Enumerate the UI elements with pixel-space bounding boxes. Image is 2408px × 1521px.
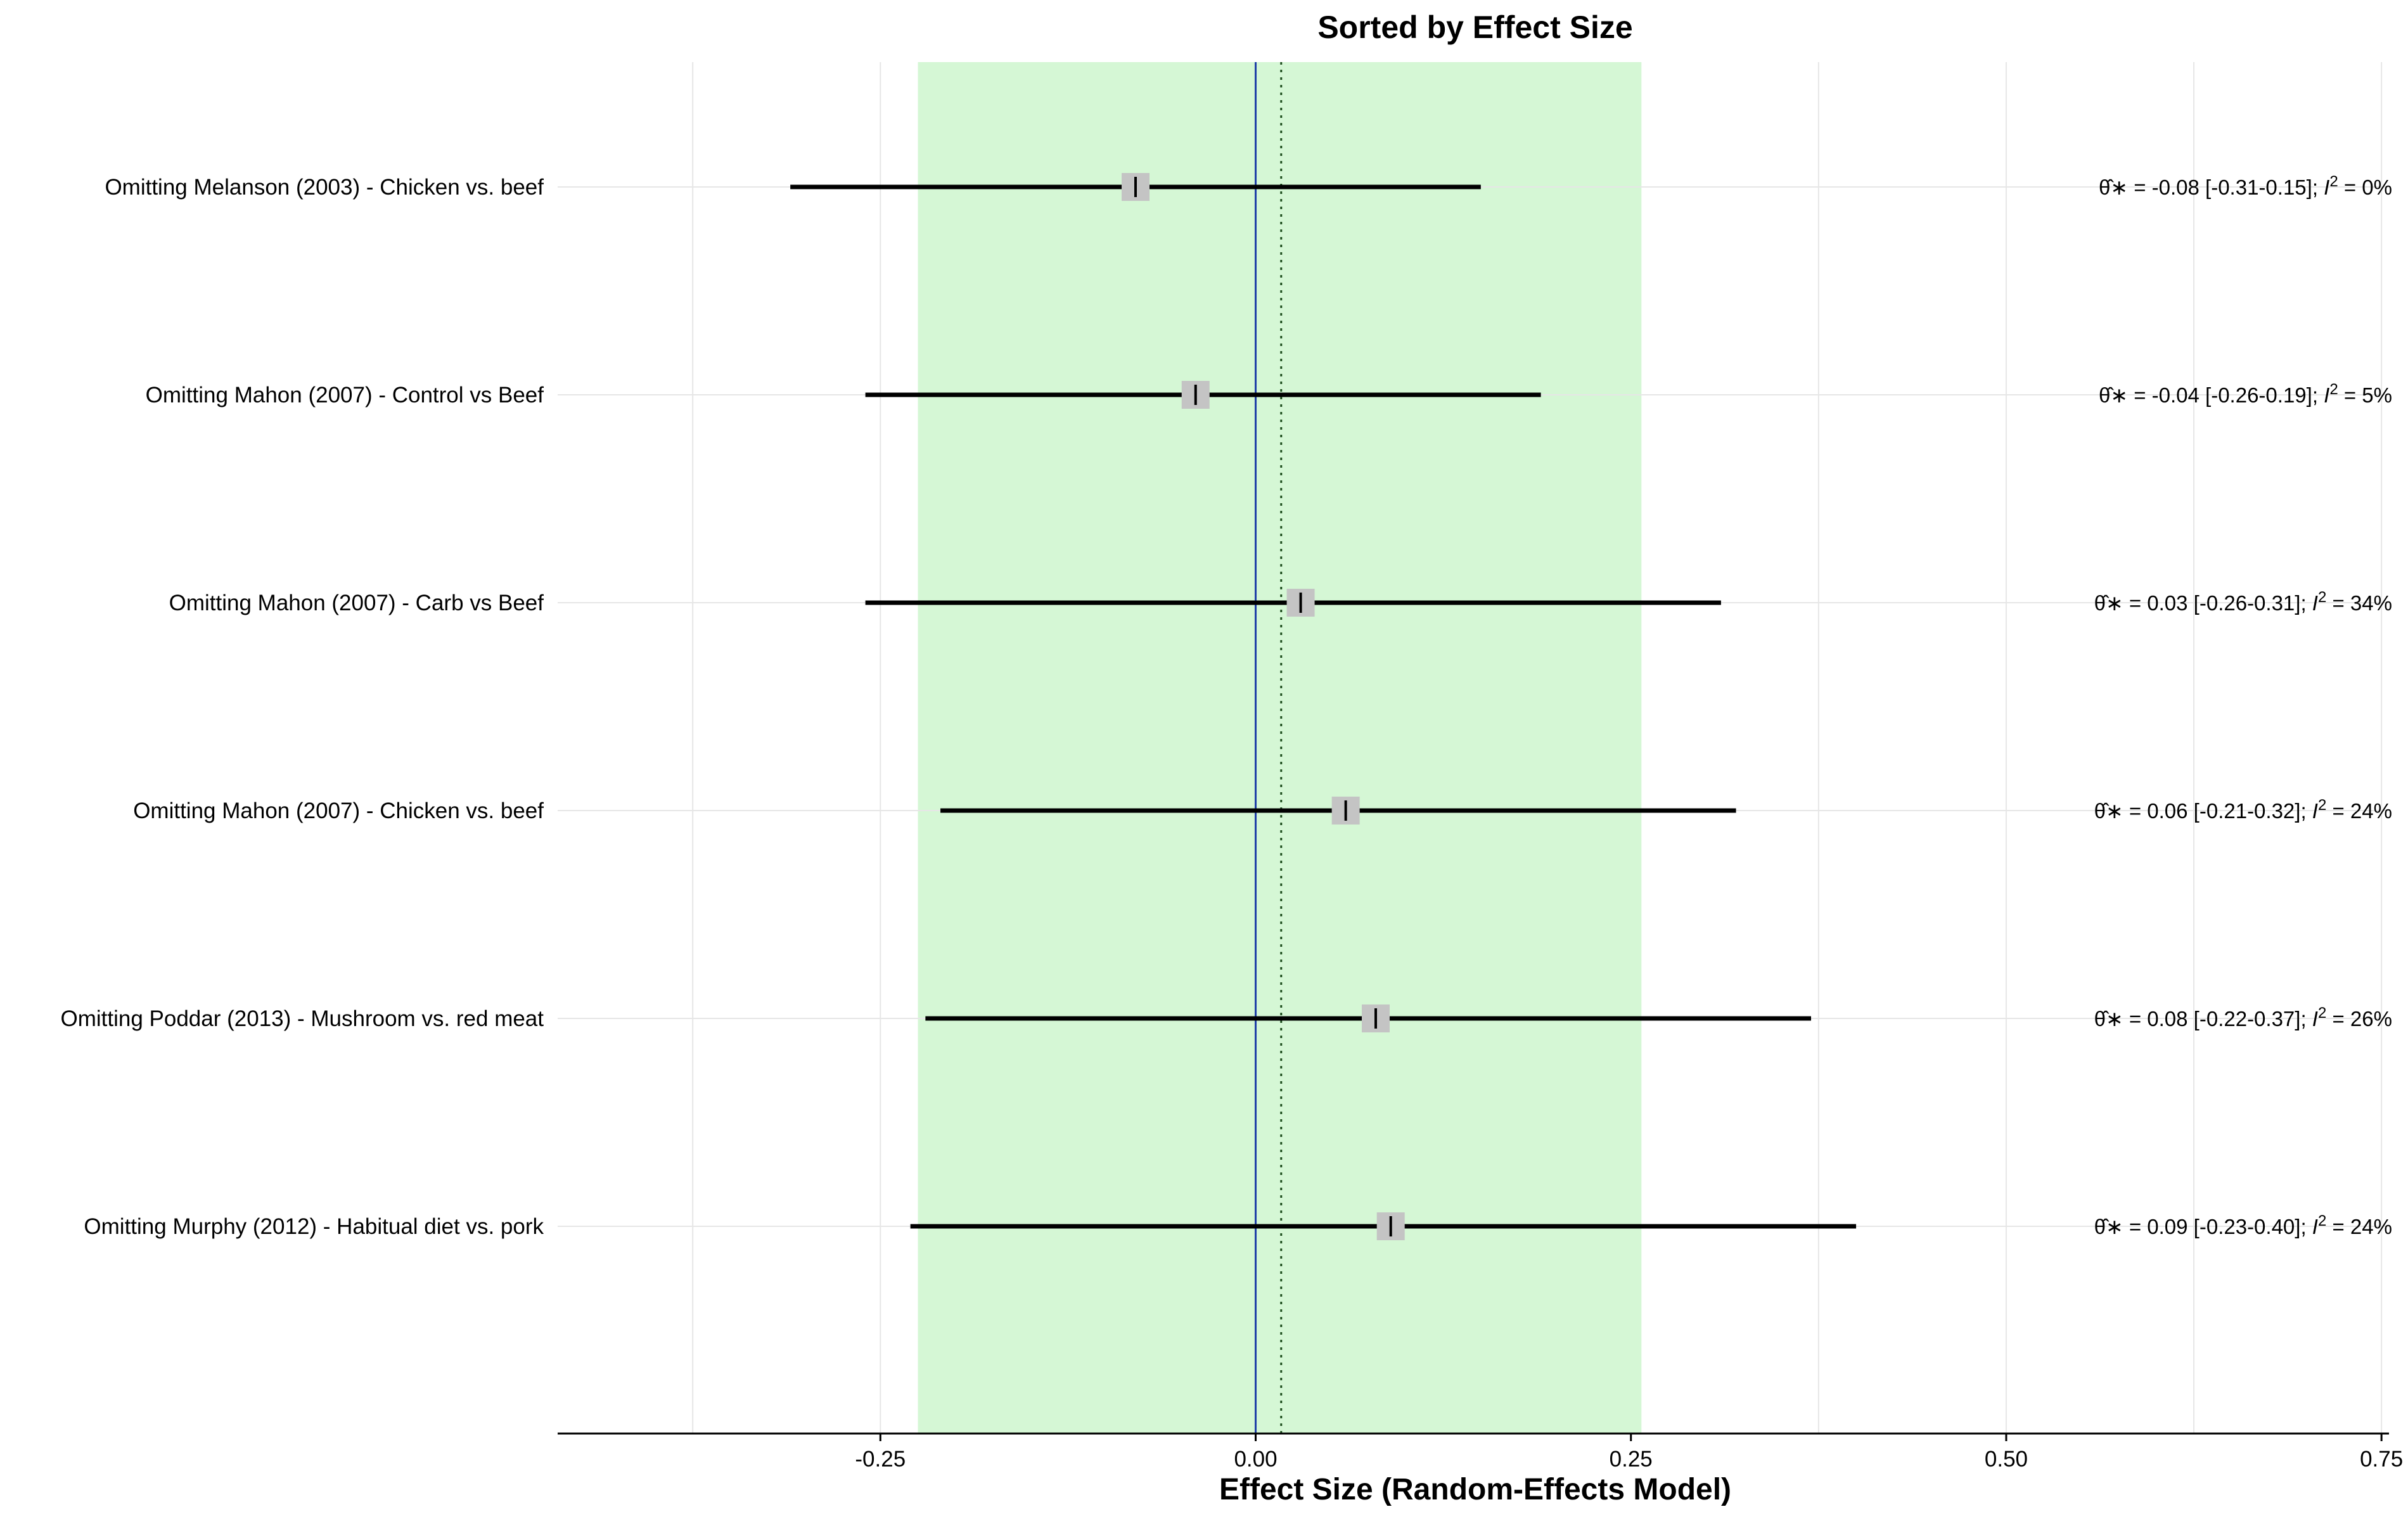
study-stats: θ̂∗ = -0.08 [-0.31-0.15]; I2 = 0% θ̂∗ = -…	[2094, 173, 2392, 1239]
x-tick-label: -0.25	[855, 1447, 906, 1472]
study-labels: Omitting Melanson (2003) - Chicken vs. b…	[60, 175, 544, 1239]
x-axis-title: Effect Size (Random-Effects Model)	[1219, 1473, 1731, 1506]
study-stat: θ̂∗ = -0.08 [-0.31-0.15]; I2 = 0%	[2099, 173, 2392, 200]
pooled-ci-band	[918, 62, 1642, 1434]
study-label: Omitting Mahon (2007) - Chicken vs. beef	[133, 799, 544, 823]
study-label: Omitting Poddar (2013) - Mushroom vs. re…	[60, 1006, 544, 1031]
study-marks	[790, 173, 1857, 1240]
study-stat: θ̂∗ = -0.04 [-0.26-0.19]; I2 = 5%	[2099, 381, 2392, 408]
study-stat: θ̂∗ = 0.08 [-0.22-0.37]; I2 = 26%	[2094, 1004, 2392, 1031]
x-tick-label: 0.00	[1234, 1447, 1277, 1472]
study-label: Omitting Melanson (2003) - Chicken vs. b…	[105, 175, 544, 200]
study-stat: θ̂∗ = 0.06 [-0.21-0.32]; I2 = 24%	[2094, 797, 2392, 823]
study-stat: θ̂∗ = 0.03 [-0.26-0.31]; I2 = 34%	[2094, 589, 2392, 615]
study-label: Omitting Mahon (2007) - Control vs Beef	[146, 383, 544, 408]
x-axis: -0.25 0.00 0.25 0.50 0.75	[558, 1432, 2403, 1472]
study-label: Omitting Murphy (2012) - Habitual diet v…	[84, 1214, 544, 1239]
study-label: Omitting Mahon (2007) - Carb vs Beef	[169, 591, 544, 615]
x-tick-label: 0.75	[2360, 1447, 2403, 1472]
chart-title: Sorted by Effect Size	[1317, 10, 1632, 45]
reference-lines	[1255, 62, 1283, 1434]
x-tick-label: 0.50	[1985, 1447, 2028, 1472]
band-layer	[918, 62, 1642, 1434]
x-tick-label: 0.25	[1610, 1447, 1653, 1472]
study-stat: θ̂∗ = 0.09 [-0.23-0.40]; I2 = 24%	[2094, 1212, 2392, 1239]
